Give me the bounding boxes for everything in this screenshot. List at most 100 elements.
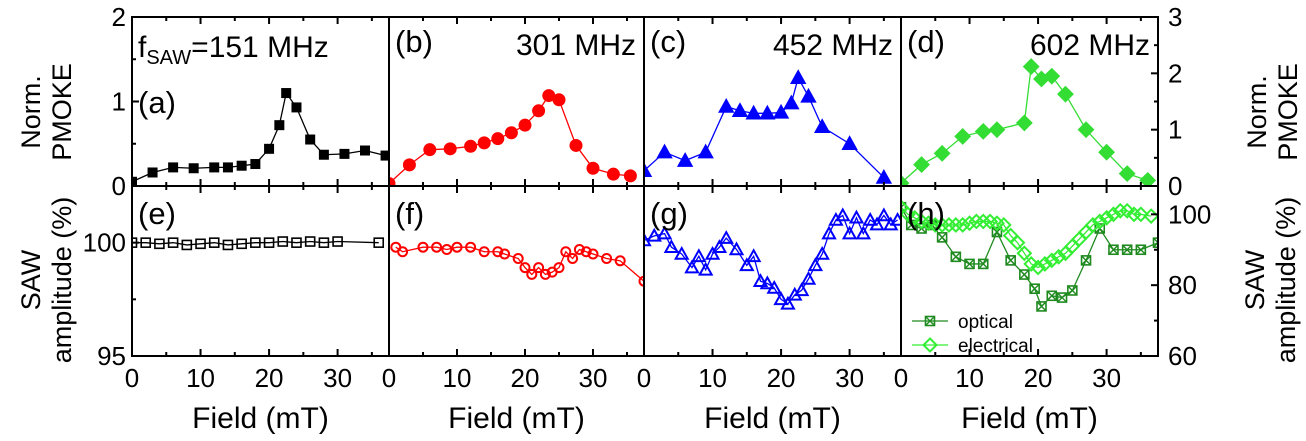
- data-point: [697, 261, 714, 276]
- marker-cross: [1029, 283, 1040, 294]
- data-point: [587, 248, 599, 260]
- data-point: [274, 120, 285, 131]
- x-axis-label: Field (mT): [704, 402, 841, 435]
- data-point: [974, 122, 992, 140]
- marker-cross: [925, 316, 935, 326]
- data-point: [318, 237, 330, 248]
- data-point: [518, 118, 532, 132]
- panel-title: 602 MHz: [1030, 29, 1150, 62]
- data-point: [423, 143, 437, 157]
- x-tick-label: 30: [579, 363, 608, 393]
- data-point: [968, 213, 985, 230]
- x-tick-label: 10: [955, 363, 984, 393]
- y-label-line: amplitude (%): [1271, 197, 1301, 364]
- data-point: [397, 246, 409, 258]
- data-point: [835, 207, 851, 222]
- data-point: [451, 241, 463, 253]
- data-point: [154, 238, 165, 250]
- series-line: [395, 246, 644, 282]
- marker-box: [1067, 285, 1078, 296]
- marker-box: [977, 258, 989, 270]
- data-point: [1015, 114, 1033, 132]
- data-point: [1118, 165, 1136, 183]
- data-point: [277, 236, 289, 247]
- data-point: [1057, 85, 1074, 103]
- marker-cross: [937, 232, 948, 243]
- data-point: [772, 103, 790, 119]
- data-point: [291, 102, 302, 113]
- panel-letter: (c): [650, 24, 686, 59]
- data-layer: [901, 58, 1157, 186]
- marker-box: [1152, 237, 1158, 248]
- data-point: [927, 217, 944, 233]
- marker-cross: [978, 258, 989, 269]
- data-point: [332, 236, 343, 247]
- data-point: [759, 104, 776, 120]
- data-point: [1019, 269, 1030, 280]
- data-point: [512, 253, 524, 265]
- data-point: [526, 268, 538, 280]
- data-point: [318, 149, 329, 160]
- data-point: [711, 239, 728, 253]
- marker-cross: [1057, 292, 1068, 303]
- data-point: [901, 206, 916, 223]
- data-point: [553, 262, 565, 274]
- marker-cross: [964, 258, 975, 269]
- data-point: [644, 162, 653, 177]
- data-point: [1056, 292, 1068, 303]
- y-tick-label: 60: [1168, 341, 1197, 371]
- x-tick-label: 30: [1092, 363, 1121, 393]
- data-layer: [644, 207, 901, 310]
- data-point: [862, 211, 878, 226]
- data-point: [441, 243, 453, 255]
- data-point: [465, 241, 477, 253]
- data-point: [1084, 217, 1101, 233]
- legend-label: optical: [958, 312, 1013, 333]
- panel-frame: [900, 185, 1159, 357]
- panel-letter: (e): [138, 196, 176, 231]
- data-point: [954, 217, 971, 233]
- data-point: [389, 176, 396, 186]
- data-point: [236, 238, 247, 250]
- data-point: [855, 225, 872, 240]
- y-tick-label: 1: [1168, 115, 1182, 145]
- data-point: [663, 239, 680, 253]
- marker-box: [1056, 292, 1068, 303]
- data-layer: [132, 88, 389, 186]
- data-point: [188, 163, 199, 174]
- x-tick-label: 10: [443, 363, 472, 393]
- data-point: [478, 246, 490, 258]
- data-point: [783, 94, 800, 110]
- x-tick-label: 20: [511, 363, 540, 393]
- data-point: [780, 295, 796, 310]
- data-point: [1050, 248, 1067, 265]
- y-label-bottom-left: SAW amplitude (%): [16, 197, 77, 364]
- data-point: [380, 150, 389, 161]
- x-tick-label: 0: [125, 363, 139, 393]
- data-layer: [390, 241, 644, 287]
- data-point: [1152, 237, 1158, 248]
- data-point: [168, 162, 179, 173]
- y-tick-label: 2: [1168, 58, 1182, 88]
- data-point: [821, 225, 837, 240]
- data-point: [1108, 244, 1119, 256]
- x-axis-label: Field (mT): [448, 402, 585, 435]
- legend-label: electrical: [958, 336, 1033, 357]
- data-point: [1009, 234, 1026, 251]
- marker-box: [991, 226, 1003, 238]
- data-point: [1005, 255, 1016, 266]
- y-tick-label: 95: [97, 341, 126, 371]
- data-point: [606, 167, 620, 181]
- data-point: [848, 209, 865, 224]
- data-point: [519, 262, 531, 274]
- data-point: [263, 237, 275, 248]
- panel-letter: (f): [395, 196, 424, 231]
- data-point: [947, 217, 964, 233]
- data-point: [656, 225, 673, 240]
- marker-box: [1121, 244, 1133, 256]
- data-point: [1046, 290, 1058, 302]
- y-label-line: Norm.: [1242, 75, 1272, 149]
- data-point: [814, 245, 830, 260]
- x-tick-label: 10: [186, 363, 215, 393]
